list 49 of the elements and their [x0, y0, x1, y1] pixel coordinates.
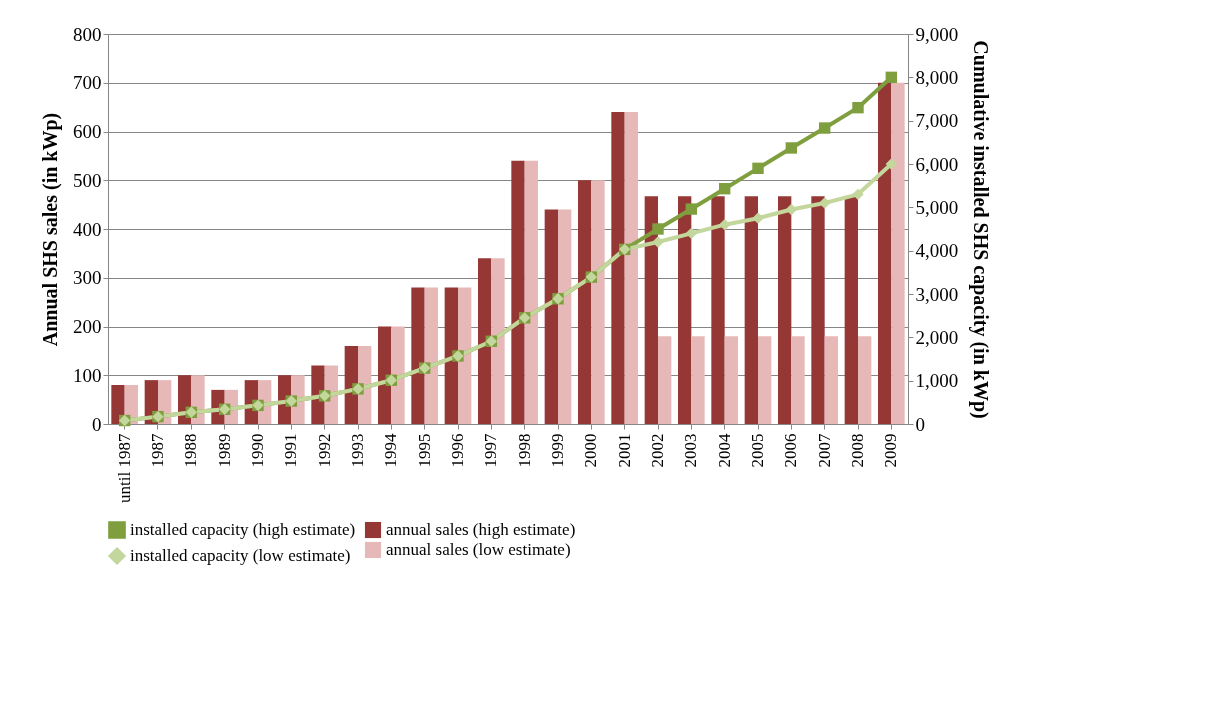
x-tick-label: 2005 — [748, 433, 767, 468]
y-tick-label: 600 — [73, 121, 102, 142]
x-tick-label: 1989 — [214, 433, 234, 468]
x-tick-label: 1995 — [414, 433, 434, 468]
y2-tick-label: 5,000 — [915, 196, 959, 218]
x-tick-label: 2001 — [614, 433, 634, 468]
y-tick-label: 400 — [73, 218, 102, 240]
y2-tick-label: 0 — [915, 413, 925, 435]
legend-label: annual sales (high estimate) — [386, 520, 576, 539]
x-tick-label: 2004 — [714, 433, 734, 468]
y2-tick-label: 3,000 — [915, 283, 959, 305]
y2-tick-label: 4,000 — [915, 240, 959, 262]
x-tick-label: 1993 — [348, 433, 367, 468]
x-tick-label: 2008 — [848, 433, 867, 468]
legend-label: annual sales (low estimate) — [386, 540, 571, 559]
x-tick-label: 2003 — [681, 433, 701, 468]
x-tick-label: 2002 — [648, 433, 667, 468]
y2-tick-label: 9,000 — [915, 23, 959, 45]
x-tick-label: 1998 — [514, 433, 534, 468]
x-tick-label: 1994 — [381, 433, 401, 468]
x-tick-label: 1992 — [314, 433, 334, 468]
y2-tick-label: 1,000 — [915, 370, 959, 392]
x-tick-label: 1987 — [148, 433, 167, 468]
y-tick-label: 100 — [73, 364, 102, 386]
x-tick-label: 1990 — [248, 433, 267, 468]
x-tick-label: 1988 — [181, 433, 201, 468]
x-tick-label: until 1987 — [114, 433, 134, 503]
x-tick-label: 2000 — [581, 433, 601, 468]
y-tick-label: 800 — [73, 23, 102, 45]
y2-tick-label: 6,000 — [915, 153, 959, 175]
x-tick-label: 2006 — [781, 433, 801, 468]
y2-tick-label: 8,000 — [915, 66, 959, 88]
y-tick-label: 700 — [73, 72, 102, 94]
legend-label: installed capacity (high estimate) — [130, 520, 356, 539]
x-tick-label: 1996 — [448, 433, 467, 468]
legend-label: installed capacity (low estimate) — [130, 546, 351, 565]
y2-tick-label: 7,000 — [915, 110, 959, 132]
y2-tick-label: 2,000 — [915, 326, 959, 348]
y-tick-label: 0 — [92, 413, 102, 435]
x-tick-label: 1997 — [481, 433, 501, 468]
x-tick-label: 2007 — [814, 433, 834, 468]
y-tick-label: 200 — [73, 316, 102, 337]
x-tick-label: 2009 — [881, 433, 901, 468]
y-axis-title: Annual SHS sales (in kWp) — [39, 112, 62, 347]
x-tick-label: 1991 — [281, 433, 301, 468]
y2-axis-title: Cumulative installed SHS capacity (in kWp) — [969, 40, 993, 419]
x-tick-label: 1999 — [548, 433, 567, 468]
y-tick-label: 300 — [73, 267, 102, 289]
y-tick-label: 500 — [73, 169, 102, 191]
